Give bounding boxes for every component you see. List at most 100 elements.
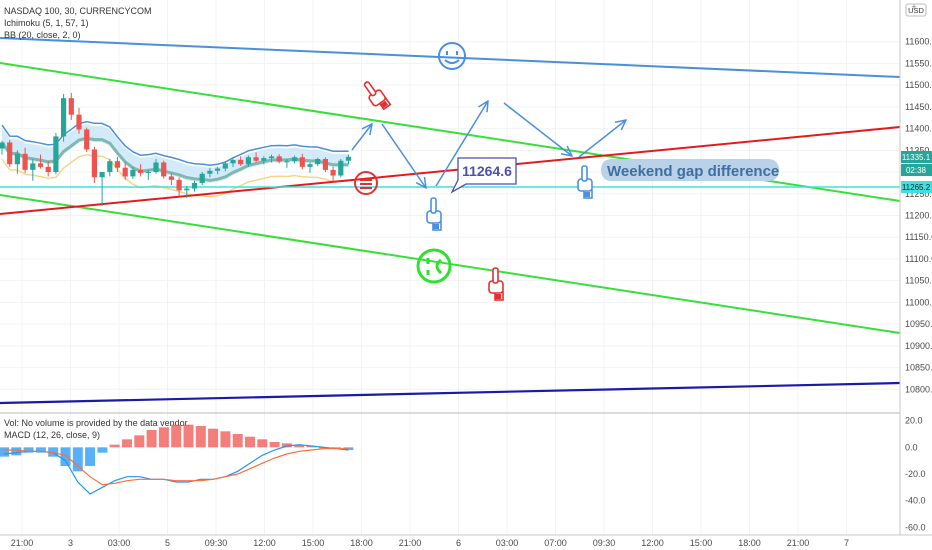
- hand-pointer-down-icon: [359, 77, 392, 114]
- macd-histogram-bar: [146, 430, 157, 448]
- candle[interactable]: [161, 160, 167, 179]
- time-tick-label: 21:00: [399, 538, 422, 548]
- last-price-value: 11335.1: [902, 153, 931, 162]
- candle[interactable]: [68, 92, 74, 120]
- price-tick-label: 10950.0: [905, 319, 932, 329]
- macd-tick-label: -40.0: [905, 496, 926, 506]
- macd-histogram-bar: [97, 447, 108, 453]
- candle[interactable]: [191, 180, 198, 192]
- candle[interactable]: [238, 156, 244, 166]
- zoom-button[interactable]: +: [911, 2, 916, 12]
- candle[interactable]: [91, 146, 97, 183]
- time-tick-label: 18:00: [738, 538, 761, 548]
- candle[interactable]: [107, 159, 113, 177]
- time-axis[interactable]: 21:00 3 03:00 5 09:30 12:00 15:00 18:00 21:00 6 03…: [0, 534, 932, 550]
- time-tick-label: 07:00: [544, 538, 567, 548]
- time-tick-label: 3: [68, 538, 73, 548]
- candlestick-series[interactable]: [0, 92, 352, 206]
- candle[interactable]: [0, 140, 5, 155]
- macd-tick-label: -60.0: [905, 522, 926, 532]
- time-tick-label: 6: [456, 538, 461, 548]
- candle[interactable]: [7, 139, 13, 167]
- candle[interactable]: [268, 154, 275, 163]
- candle[interactable]: [315, 157, 321, 166]
- macd-histogram-bar: [208, 428, 219, 448]
- candle[interactable]: [292, 155, 298, 164]
- candle[interactable]: [284, 159, 290, 168]
- macd-histogram-bar: [109, 444, 120, 448]
- candle[interactable]: [261, 156, 267, 165]
- red-trend-line[interactable]: [0, 126, 901, 215]
- candle[interactable]: [168, 172, 174, 186]
- candle[interactable]: [222, 161, 228, 172]
- candle[interactable]: [99, 172, 105, 206]
- hand-pointer-down-icon: [577, 165, 593, 199]
- candle[interactable]: [30, 159, 36, 181]
- price-tick-label: 11500.0: [905, 80, 932, 90]
- candle[interactable]: [130, 166, 136, 179]
- candle[interactable]: [122, 162, 128, 180]
- candle[interactable]: [330, 166, 336, 182]
- candle[interactable]: [253, 152, 259, 163]
- countdown-tag: [901, 164, 932, 176]
- candle[interactable]: [245, 155, 251, 167]
- candle[interactable]: [45, 160, 51, 177]
- macd-histogram-bar: [245, 436, 255, 448]
- bollinger-lower-band: [1, 153, 349, 198]
- projection-arrow-5: [578, 120, 626, 158]
- price-tick-label: 11350.0: [905, 145, 932, 155]
- macd-line: [3, 444, 349, 495]
- macd-histogram-bar: [60, 447, 71, 466]
- candle[interactable]: [338, 159, 344, 178]
- candle[interactable]: [307, 162, 313, 173]
- candle[interactable]: [76, 107, 82, 134]
- candle[interactable]: [84, 127, 90, 153]
- macd-histogram-bar: [183, 424, 194, 448]
- symbol-title: NASDAQ 100, 30, CURRENCYCOM: [4, 6, 152, 16]
- candle[interactable]: [22, 147, 28, 173]
- time-tick-label: 18:00: [350, 538, 373, 548]
- candle[interactable]: [114, 156, 121, 173]
- candle[interactable]: [153, 159, 159, 174]
- candle[interactable]: [37, 154, 44, 169]
- projection-arrows: [351, 101, 626, 188]
- price-tick-label: 10850.0: [905, 363, 932, 373]
- upper-channel-line[interactable]: [0, 37, 901, 78]
- ichimoku-legend: Ichimoku (5, 1, 57, 1): [4, 18, 89, 28]
- candle[interactable]: [322, 157, 328, 173]
- navy-support-line[interactable]: [0, 381, 901, 405]
- time-tick-label: 12:00: [253, 538, 276, 548]
- candle[interactable]: [53, 132, 59, 175]
- projection-arrow-2: [381, 123, 426, 188]
- macd-histogram-bar: [158, 427, 169, 448]
- price-axis[interactable]: 11600.0 11550.0 11500.0 11450.0 11400.0 11350…: [899, 0, 932, 535]
- candle[interactable]: [345, 154, 352, 165]
- price-tick-label: 11050.0: [905, 276, 932, 286]
- currency-button[interactable]: [905, 3, 927, 17]
- volume-notice: Vol: No volume is provided by the data v…: [4, 418, 190, 428]
- candle[interactable]: [14, 150, 20, 174]
- candle[interactable]: [230, 158, 236, 167]
- macd-histogram-bar: [171, 424, 182, 448]
- candle[interactable]: [138, 164, 144, 177]
- candle[interactable]: [215, 166, 221, 175]
- price-tick-label: 11150.0: [905, 232, 932, 242]
- candle[interactable]: [145, 169, 151, 180]
- zoom-button-label: +: [911, 2, 916, 12]
- weekend-gap-label: Weekend gap difference: [607, 163, 779, 180]
- price-callout[interactable]: 11264.6: [450, 157, 517, 194]
- macd-histogram-bar: [23, 447, 34, 453]
- macd-histogram-bar: [269, 442, 280, 448]
- candle[interactable]: [276, 154, 282, 164]
- candle[interactable]: [299, 153, 305, 170]
- currency-label: USD: [908, 6, 924, 15]
- candle[interactable]: [199, 172, 205, 186]
- candle[interactable]: [207, 167, 213, 178]
- candle[interactable]: [61, 93, 67, 142]
- candle[interactable]: [184, 185, 190, 199]
- chart-legend: NASDAQ 100, 30, CURRENCYCOM Ichimoku (5,…: [4, 6, 152, 40]
- weekend-gap-annotation[interactable]: Weekend gap difference: [601, 159, 779, 181]
- macd-histogram-bar: [306, 446, 317, 448]
- candle[interactable]: [176, 177, 182, 196]
